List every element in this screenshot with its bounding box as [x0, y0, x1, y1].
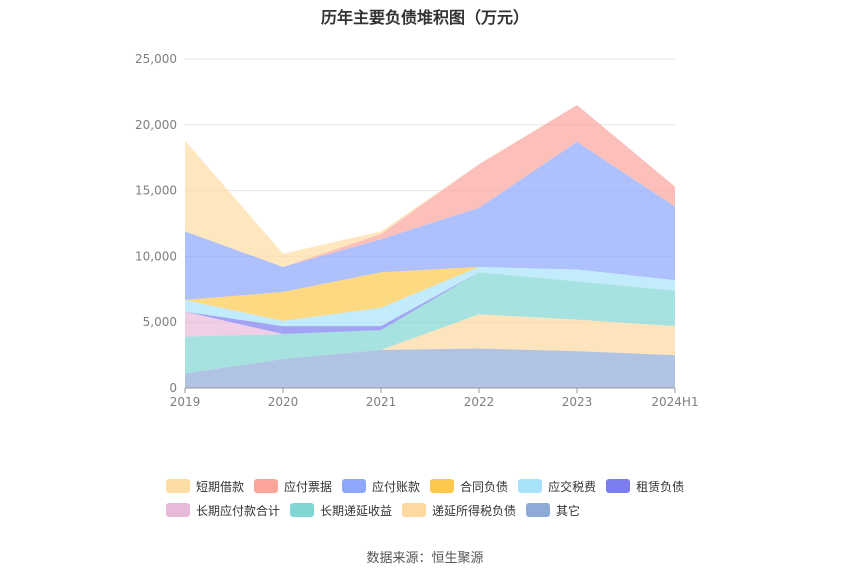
- legend-label: 其它: [556, 503, 581, 518]
- legend-swatch: [290, 503, 315, 517]
- area-series: [185, 105, 675, 388]
- legend-item[interactable]: 合同负债: [430, 478, 508, 495]
- legend-row: 短期借款 应付票据 应付账款 合同负债 应交税费 租赁负债: [166, 474, 706, 498]
- legend-item[interactable]: 应付账款: [342, 478, 420, 495]
- legend-label: 合同负债: [460, 479, 509, 494]
- chart-legend: 短期借款 应付票据 应付账款 合同负债 应交税费 租赁负债长期应付款合计 长期递延收益 递延所…: [166, 474, 706, 522]
- area-合同负债[interactable]: [185, 266, 675, 321]
- area-应付账款[interactable]: [185, 141, 675, 300]
- y-tick-label: 20,000: [135, 118, 177, 132]
- chart-title: 历年主要负债堆积图（万元）: [320, 8, 529, 27]
- x-tick-label: 2020: [268, 395, 299, 409]
- legend-swatch: [402, 503, 427, 517]
- legend-label: 租赁负债: [636, 479, 685, 494]
- legend-label: 递延所得税负债: [432, 503, 517, 518]
- axes: 0 5,000 10,000 15,000 20,000 25,000 2019 2020 20…: [135, 52, 699, 409]
- legend-label: 应交税费: [548, 479, 597, 494]
- area-长期递延收益[interactable]: [185, 272, 675, 374]
- legend-swatch: [606, 479, 631, 493]
- legend-swatch: [166, 479, 190, 493]
- y-tick-label: 5,000: [143, 315, 177, 329]
- legend-item[interactable]: 长期递延收益: [290, 502, 392, 519]
- x-tick-label: 2019: [170, 395, 201, 409]
- legend-swatch: [342, 479, 367, 493]
- legend-item[interactable]: 递延所得税负债: [402, 502, 516, 519]
- legend-swatch: [518, 479, 543, 493]
- legend-item[interactable]: 租赁负债: [606, 478, 684, 495]
- x-tick-label: 2022: [464, 395, 495, 409]
- legend-swatch: [526, 503, 551, 517]
- legend-swatch: [254, 479, 279, 493]
- area-应交税费[interactable]: [185, 266, 675, 327]
- x-tick-label: 2021: [366, 395, 397, 409]
- x-tick-label: 2024H1: [651, 395, 698, 409]
- legend-item[interactable]: 应付票据: [254, 478, 332, 495]
- legend-item[interactable]: 应交税费: [518, 478, 596, 495]
- legend-item[interactable]: 其它: [526, 502, 580, 519]
- y-tick-label: 10,000: [135, 249, 177, 263]
- x-tick-label: 2023: [562, 395, 593, 409]
- legend-label: 长期递延收益: [320, 503, 393, 518]
- legend-label: 应付账款: [372, 479, 421, 494]
- legend-item[interactable]: 长期应付款合计: [166, 502, 280, 519]
- y-tick-label: 25,000: [135, 52, 177, 66]
- data-source: 数据来源：恒生聚源: [366, 551, 484, 566]
- legend-label: 短期借款: [196, 479, 245, 494]
- legend-swatch: [166, 503, 190, 517]
- legend-row: 长期应付款合计 长期递延收益 递延所得税负债 其它: [166, 498, 706, 522]
- area-长期应付款合计[interactable]: [185, 272, 675, 337]
- legend-label: 应付票据: [284, 479, 333, 494]
- legend-swatch: [430, 479, 455, 493]
- area-应付票据[interactable]: [185, 105, 675, 267]
- area-其它[interactable]: [185, 348, 675, 388]
- legend-item[interactable]: 短期借款: [166, 478, 244, 495]
- legend-label: 长期应付款合计: [196, 503, 281, 518]
- y-tick-label: 0: [169, 381, 177, 395]
- stacked-area-chart: 0 5,000 10,000 15,000 20,000 25,000 2019 2020 20…: [135, 52, 699, 409]
- area-递延所得税负债[interactable]: [185, 314, 675, 374]
- y-tick-label: 15,000: [135, 184, 177, 198]
